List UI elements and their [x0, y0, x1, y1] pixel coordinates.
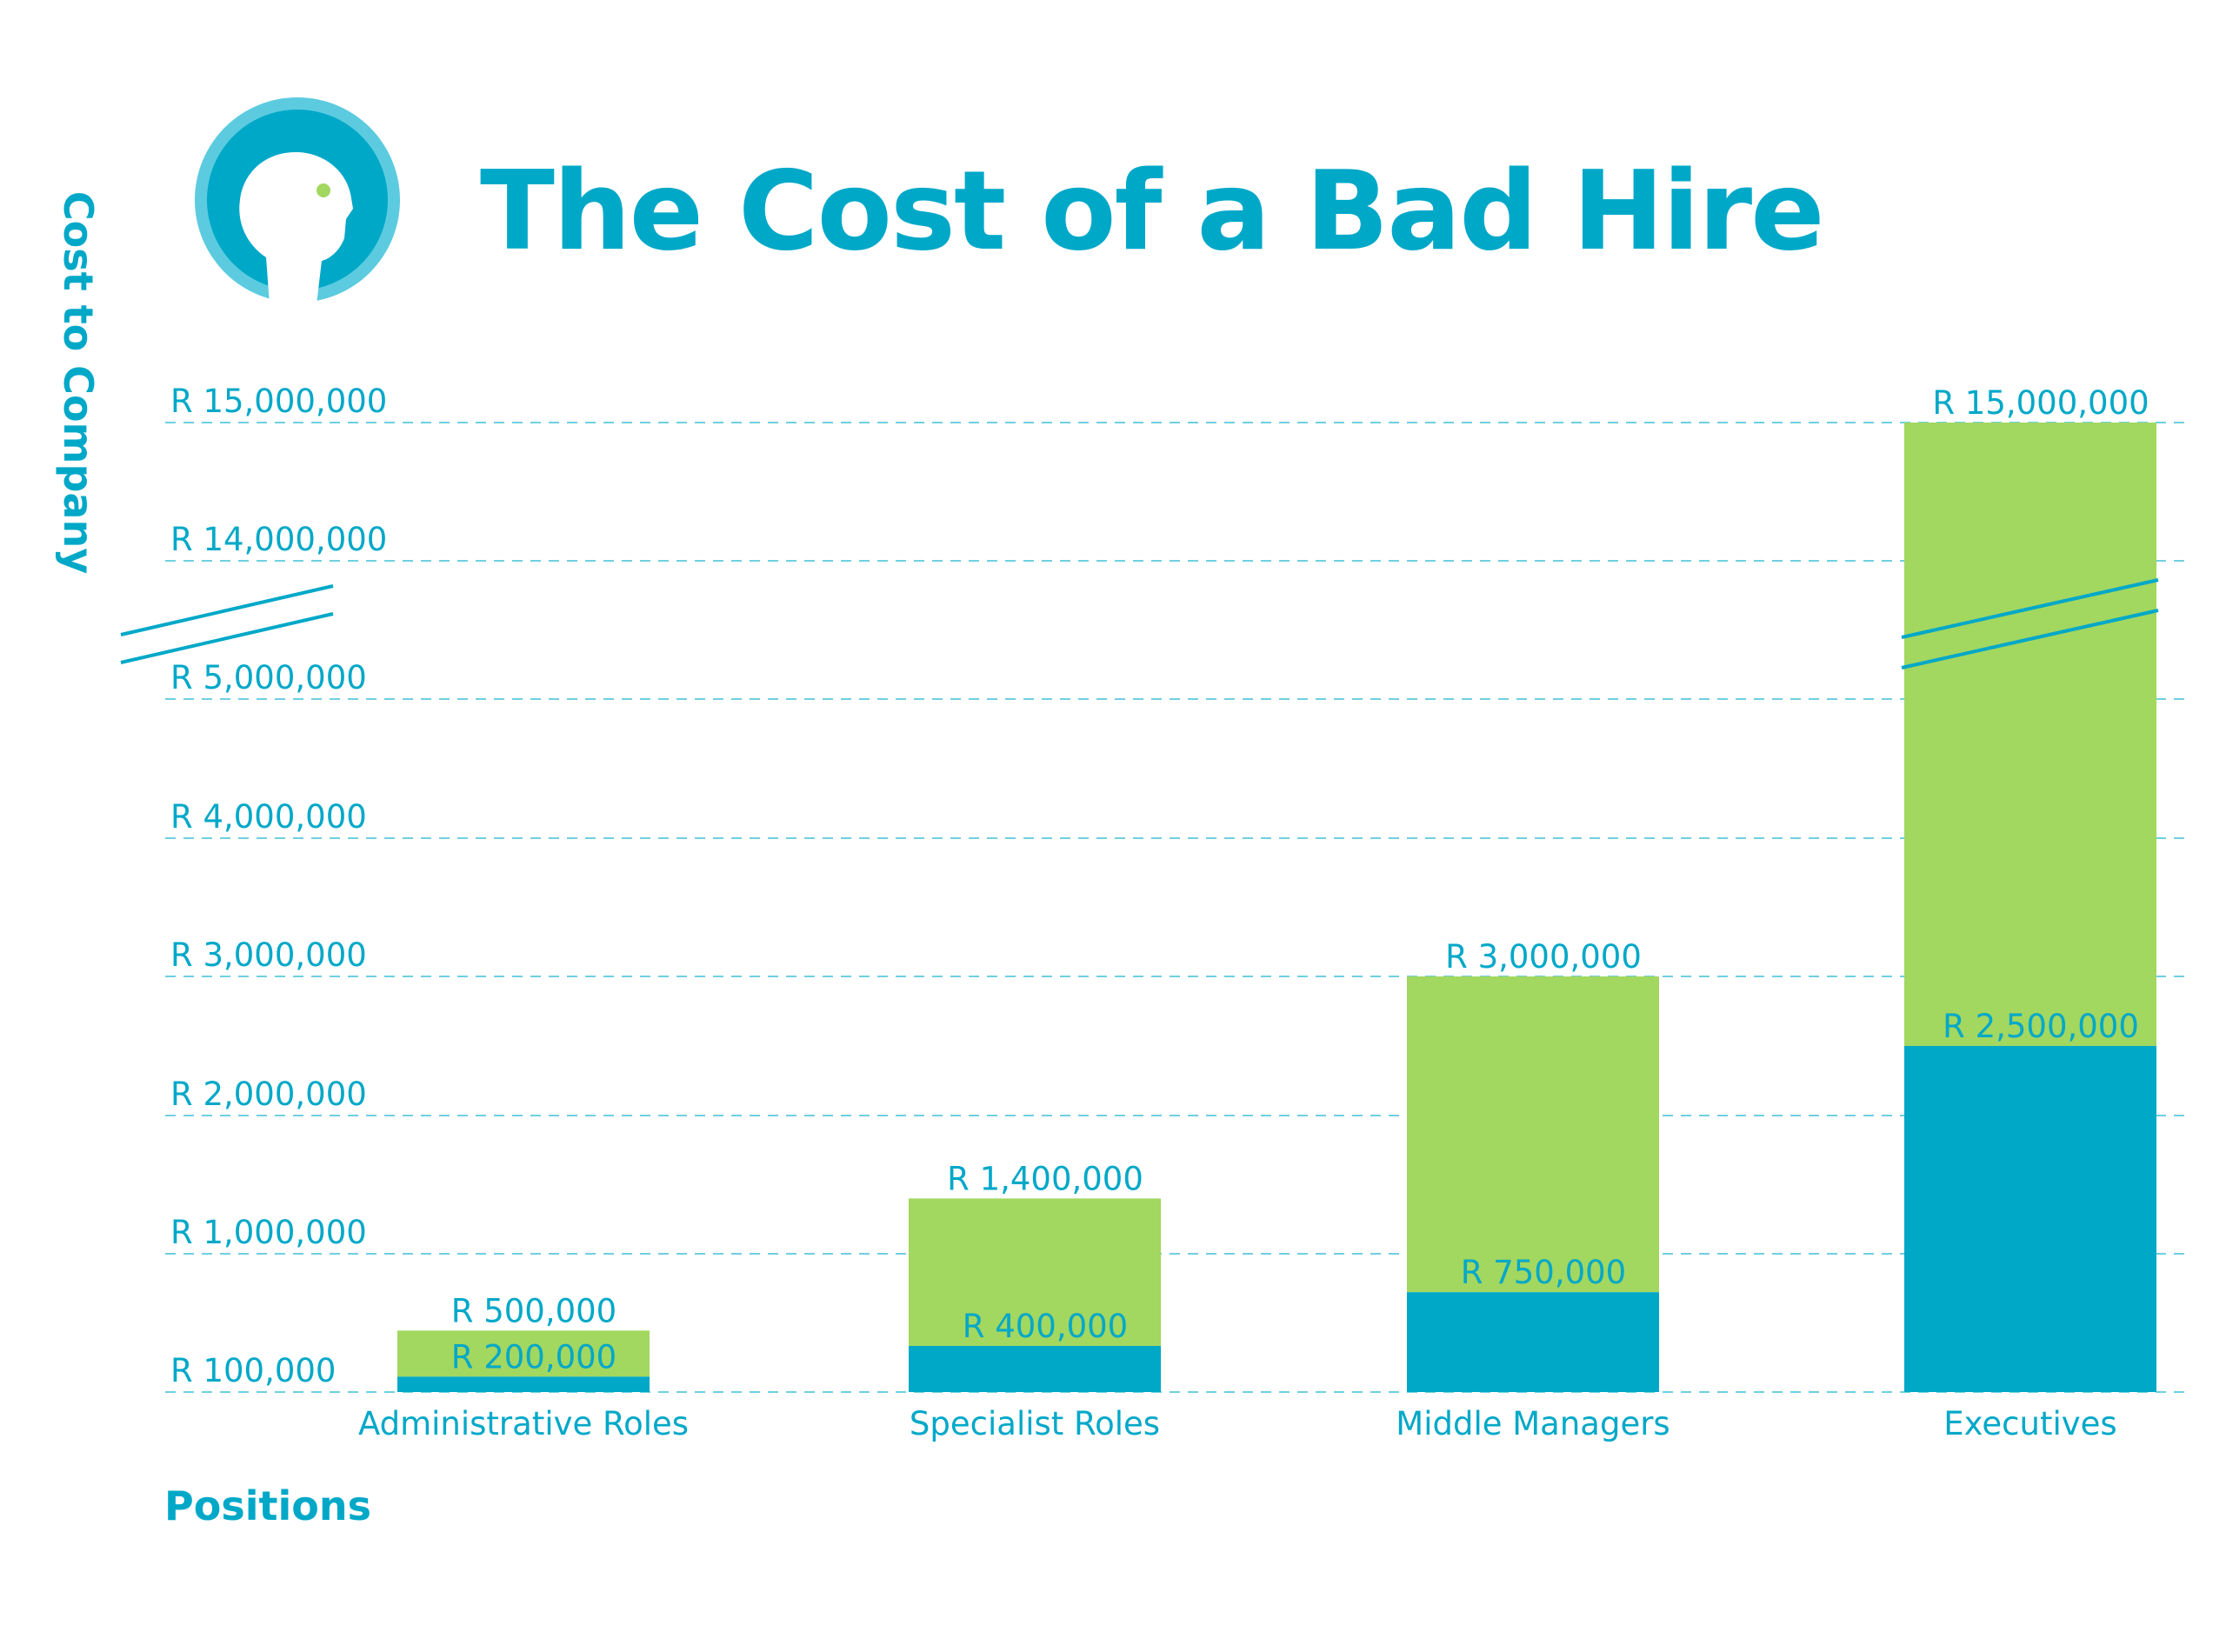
data-label: R 200,000 — [451, 1338, 616, 1376]
data-label: R 1,400,000 — [947, 1160, 1143, 1197]
bar-middle-managers-green-segment — [1407, 976, 1659, 1293]
bar-specialist-roles-blue-segment — [909, 1346, 1161, 1392]
bar-executives-blue-segment — [1904, 1046, 2156, 1392]
data-label: R 500,000 — [451, 1292, 616, 1329]
x-category-label: Administrative Roles — [358, 1405, 689, 1442]
gridlines: R 100,000 R 1,000,000 R 2,000,000 R 3,000,0… — [165, 383, 2191, 1393]
data-label: R 3,000,000 — [1445, 938, 1642, 976]
axis-break-marks — [120, 578, 2159, 669]
x-axis-title: Positions — [164, 1482, 371, 1529]
bar-middle-managers-blue-segment — [1407, 1292, 1659, 1392]
y-tick-label: R 1,000,000 — [170, 1214, 367, 1251]
y-tick-label: R 2,000,000 — [170, 1076, 367, 1113]
data-label: R 400,000 — [963, 1308, 1128, 1345]
y-tick-label: R 3,000,000 — [170, 936, 367, 974]
y-axis-break-mark-lower — [120, 612, 334, 664]
data-label: R 2,500,000 — [1943, 1008, 2139, 1045]
bar-specialist-roles-green-segment — [909, 1198, 1161, 1346]
y-tick-label: R 100,000 — [170, 1352, 336, 1389]
bar-executives-green-segment — [1904, 423, 2156, 1046]
y-axis-break-mark-upper — [120, 584, 334, 636]
executives-bar-break-mark-upper — [1901, 578, 2159, 639]
data-label: R 15,000,000 — [1932, 384, 2149, 422]
data-labels: R 500,000 R 200,000 Administrative Roles R … — [358, 384, 2149, 1442]
head-silhouette-icon — [239, 151, 353, 304]
logo-eye-dot — [317, 183, 330, 197]
y-tick-label: R 4,000,000 — [170, 798, 367, 836]
x-category-label: Executives — [1943, 1405, 2116, 1442]
x-category-label: Specialist Roles — [910, 1405, 1160, 1442]
y-tick-label: R 15,000,000 — [170, 383, 387, 420]
data-label: R 750,000 — [1461, 1254, 1626, 1291]
bar-administrative-roles-green-segment — [397, 1330, 650, 1377]
x-category-label: Middle Managers — [1396, 1405, 1670, 1442]
y-axis-title: Cost to Company — [55, 191, 102, 574]
executives-bar-break-mark-lower — [1901, 609, 2159, 669]
logo — [195, 97, 400, 304]
bar-administrative-roles-blue-segment — [397, 1376, 650, 1392]
bars — [397, 423, 2156, 1392]
page-title: The Cost of a Bad Hire — [480, 147, 1823, 275]
y-tick-label: R 14,000,000 — [170, 521, 387, 558]
y-tick-label: R 5,000,000 — [170, 659, 367, 696]
